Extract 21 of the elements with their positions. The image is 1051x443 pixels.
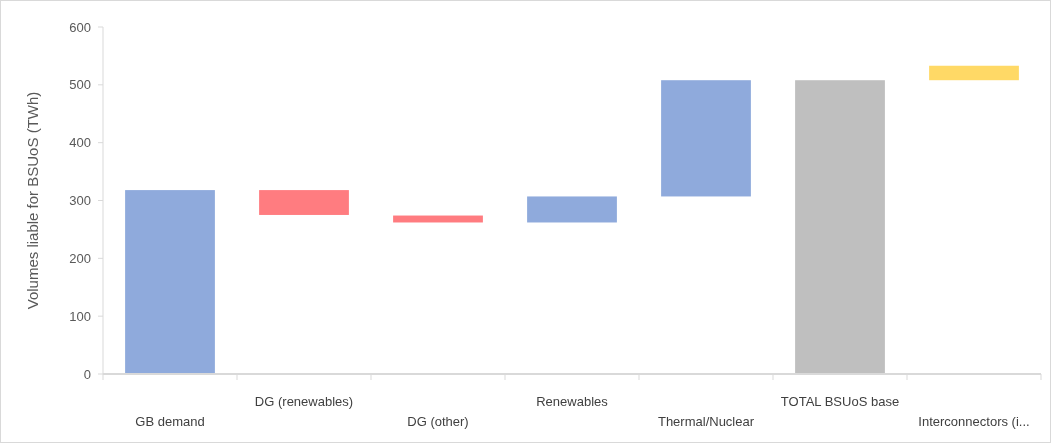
- x-tick-label: TOTAL BSUoS base: [780, 394, 900, 409]
- bar: [661, 80, 751, 197]
- x-tick-label: DG (other): [407, 414, 469, 429]
- x-tick-label: GB demand: [135, 414, 205, 429]
- y-tick-label: 200: [69, 250, 91, 266]
- y-tick-label: 100: [69, 308, 91, 324]
- y-tick-label: 500: [69, 77, 91, 93]
- y-tick-label: 600: [69, 19, 91, 35]
- y-tick-label: 0: [83, 366, 91, 382]
- x-tick-label: DG (renewables): [254, 394, 354, 409]
- x-tick-label: Renewables: [536, 394, 609, 409]
- bar: [795, 80, 885, 374]
- y-tick-label: 400: [69, 135, 91, 151]
- y-axis-title: Volumes liable for BSUoS (TWh): [24, 91, 41, 310]
- bar: [125, 190, 215, 374]
- x-tick-label: Interconnectors (i...: [918, 414, 1030, 429]
- y-tick-label: 300: [69, 193, 91, 209]
- x-tick-label: Thermal/Nuclear: [657, 414, 755, 429]
- bar: [929, 65, 1019, 81]
- bar: [259, 190, 349, 215]
- bar: [527, 196, 617, 223]
